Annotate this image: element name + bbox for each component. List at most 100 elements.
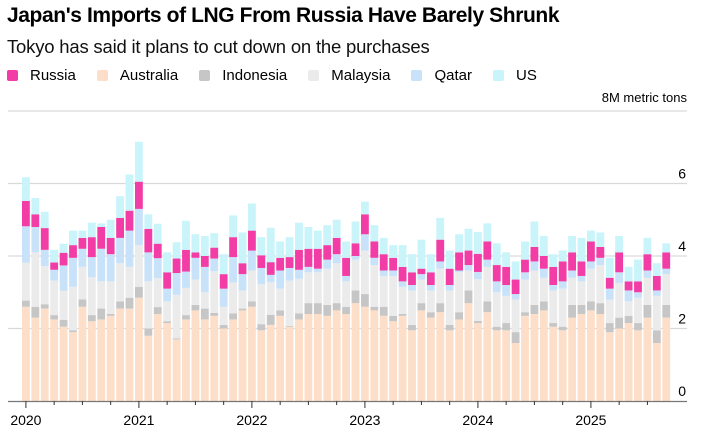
bar-segment-australia [172,339,181,402]
bar-segment-australia [615,328,624,401]
bar-segment-qatar [200,266,209,293]
bar-segment-indonesia [69,330,77,333]
bar-segment-us [200,236,209,256]
bar-segment-russia [539,256,548,269]
bar-segment-qatar [50,269,59,281]
bar-segment-qatar [436,261,445,269]
bar-segment-russia [474,253,482,272]
bar-segment-malaysia [257,284,266,325]
bar-segment-malaysia [323,268,332,305]
bar-segment-indonesia [634,323,642,331]
bar-segment-australia [605,332,614,402]
bar-segment-us [408,254,416,273]
bar-segment-indonesia [455,312,463,320]
bar-2025-05 [624,266,633,401]
bar-segment-australia [116,308,124,401]
bar-segment-us [474,232,482,254]
bar-segment-us [153,223,162,244]
legend: Russia Australia Indonesia Malaysia Qata… [7,67,558,84]
legend-item-australia: Australia [96,67,178,84]
bar-segment-malaysia [426,290,435,313]
bar-segment-us [135,141,143,182]
bar-segment-us [615,236,624,253]
y-tick-label: 4 [678,238,686,254]
bar-segment-indonesia [163,321,172,324]
x-tick-label: 2022 [236,412,267,428]
bar-segment-malaysia [69,286,77,331]
bar-segment-indonesia [59,319,68,327]
bar-segment-indonesia [295,313,303,320]
bar-segment-us [643,237,652,255]
bar-segment-qatar [191,257,200,280]
bar-2022-06 [295,222,303,401]
bar-2020-08 [87,222,96,401]
bar-segment-russia [605,277,614,289]
bar-segment-qatar [558,281,567,289]
bar-segment-russia [455,252,463,271]
bar-segment-russia [492,265,501,282]
bar-2024-05 [511,261,520,401]
bar-segment-us [577,237,586,262]
bar-segment-australia [22,306,30,401]
bar-2023-09 [436,217,445,401]
bar-segment-australia [436,312,445,401]
bar-segment-malaysia [125,266,134,298]
bar-segment-russia [238,263,247,275]
bar-segment-us [398,245,407,267]
bar-segment-us [624,266,633,282]
bar-segment-russia [436,239,445,262]
bar-segment-russia [257,255,266,268]
bar-segment-us [144,214,153,229]
bar-segment-russia [370,241,379,258]
bar-segment-indonesia [426,312,435,318]
bar-segment-us [97,223,106,227]
bar-segment-indonesia [436,303,445,313]
bar-segment-us [238,232,247,264]
bar-segment-malaysia [455,272,463,313]
bar-segment-malaysia [266,282,275,315]
bar-segment-russia [210,247,219,259]
bar-segment-indonesia [511,332,520,344]
bar-segment-qatar [172,273,181,295]
bar-segment-us [295,222,303,250]
bar-2024-06 [521,241,529,401]
bar-segment-russia [22,200,30,227]
bar-2024-08 [539,236,548,402]
bar-segment-indonesia [577,304,586,314]
bar-2024-02 [483,223,492,401]
bar-segment-russia [577,261,586,276]
bar-segment-australia [549,326,558,401]
bar-segment-indonesia [539,301,548,311]
bar-segment-russia [615,252,624,273]
bar-segment-us [521,241,529,260]
bar-segment-australia [587,310,595,402]
bars [22,141,671,402]
bar-segment-us [78,230,87,238]
bar-segment-us [558,250,567,262]
bar-segment-russia [172,258,181,274]
bar-segment-indonesia [502,323,511,331]
bar-segment-malaysia [417,279,426,304]
bar-segment-qatar [577,275,586,282]
bar-2023-12 [464,228,473,402]
bar-segment-us [116,196,124,218]
bar-segment-us [511,261,520,280]
bar-segment-malaysia [483,266,492,302]
bar-segment-indonesia [332,303,341,311]
bar-segment-russia [445,268,454,285]
bar-segment-indonesia [417,303,426,311]
bar-segment-indonesia [370,306,379,311]
bar-2023-01 [361,201,369,401]
bar-segment-qatar [87,257,96,278]
bar-2025-01 [587,230,595,402]
bar-segment-qatar [257,267,266,285]
chart-subtitle: Tokyo has said it plans to cut down on t… [7,36,430,57]
bar-segment-qatar [182,271,190,288]
bar-segment-malaysia [549,290,558,324]
bar-segment-qatar [210,258,219,272]
bar-segment-russia [191,252,200,258]
bar-segment-russia [97,227,106,249]
bar-segment-indonesia [78,299,87,307]
bar-segment-qatar [464,265,473,271]
bar-segment-malaysia [511,299,520,333]
